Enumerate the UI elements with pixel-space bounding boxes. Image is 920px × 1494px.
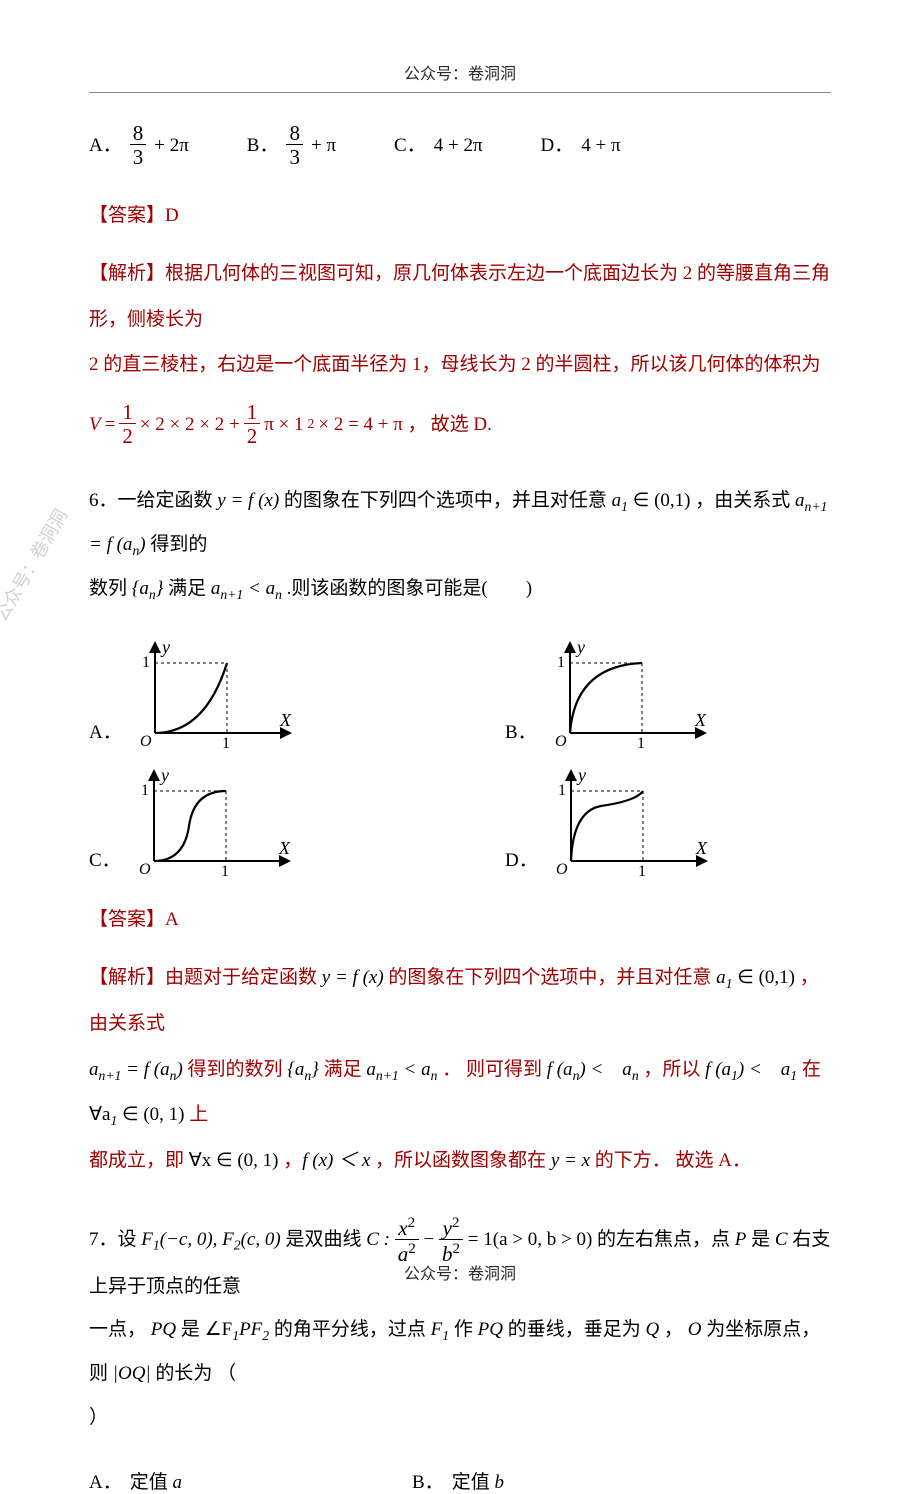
svg-text:1: 1 (557, 654, 565, 671)
page-header: 公众号：卷洞洞 (89, 60, 831, 93)
q5-opt-a-label: A． (89, 125, 122, 167)
svg-text:X: X (694, 710, 707, 730)
q6-explanation: 【解析】由题对于给定函数 y = f (x) 的图象在下列四个选项中，并且对任意… (89, 955, 831, 1183)
svg-text:X: X (279, 710, 292, 730)
q6-question: 6．一给定函数 y = f (x) 的图象在下列四个选项中，并且对任意 a1 ∈… (89, 479, 831, 610)
q5-explanation: 【解析】根据几何体的三视图可知，原几何体表示左边一个底面边长为 2 的等腰直角三… (89, 251, 831, 447)
q5-opt-d-label: D． (541, 125, 574, 167)
q6-graphs: A． 1 1 O X y B． 1 1 O X y C． (89, 638, 831, 876)
q5-opt-c-label: C． (394, 125, 426, 167)
graph-c-label: C． (89, 845, 121, 872)
graph-b-icon: 1 1 O X y (545, 638, 710, 748)
watermark: 公众号：卷洞洞 (0, 504, 73, 626)
svg-text:1: 1 (558, 782, 566, 799)
q7-options: A．定值 a B．定值 b (89, 1467, 831, 1494)
graph-d-label: D． (505, 845, 538, 872)
svg-text:O: O (139, 861, 151, 876)
q7-opt-b-label: B． (412, 1472, 444, 1493)
q5-answer: 【答案】D (89, 200, 831, 227)
graph-c-icon: 1 1 O X y (129, 766, 294, 876)
q5-options: A． 83 + 2π B． 83 + π C．4 + 2π D．4 + π (89, 123, 831, 168)
svg-text:1: 1 (222, 735, 230, 748)
svg-text:1: 1 (637, 735, 645, 748)
svg-text:X: X (695, 838, 708, 858)
svg-text:y: y (159, 766, 169, 785)
page-footer: 公众号：卷洞洞 (0, 1260, 920, 1284)
q5-opt-b-label: B． (247, 125, 279, 167)
svg-text:1: 1 (141, 782, 149, 799)
graph-d-icon: 1 1 O X y (546, 766, 711, 876)
graph-a-label: A． (89, 717, 122, 744)
svg-text:y: y (575, 638, 585, 657)
graph-b-label: B． (505, 717, 537, 744)
svg-text:y: y (576, 766, 586, 785)
svg-text:y: y (160, 638, 170, 657)
q7-question: 7．设 F1(−c, 0), F2(c, 0) 是双曲线 C : x2a2 − … (89, 1216, 831, 1440)
q6-answer: 【答案】A (89, 904, 831, 931)
svg-text:1: 1 (221, 863, 229, 876)
svg-text:X: X (278, 838, 291, 858)
svg-text:O: O (140, 733, 152, 748)
graph-a-icon: 1 1 O X y (130, 638, 295, 748)
svg-text:1: 1 (142, 654, 150, 671)
svg-text:O: O (555, 733, 567, 748)
svg-text:1: 1 (638, 863, 646, 876)
svg-text:O: O (556, 861, 568, 876)
q7-opt-a-label: A． (89, 1472, 122, 1493)
